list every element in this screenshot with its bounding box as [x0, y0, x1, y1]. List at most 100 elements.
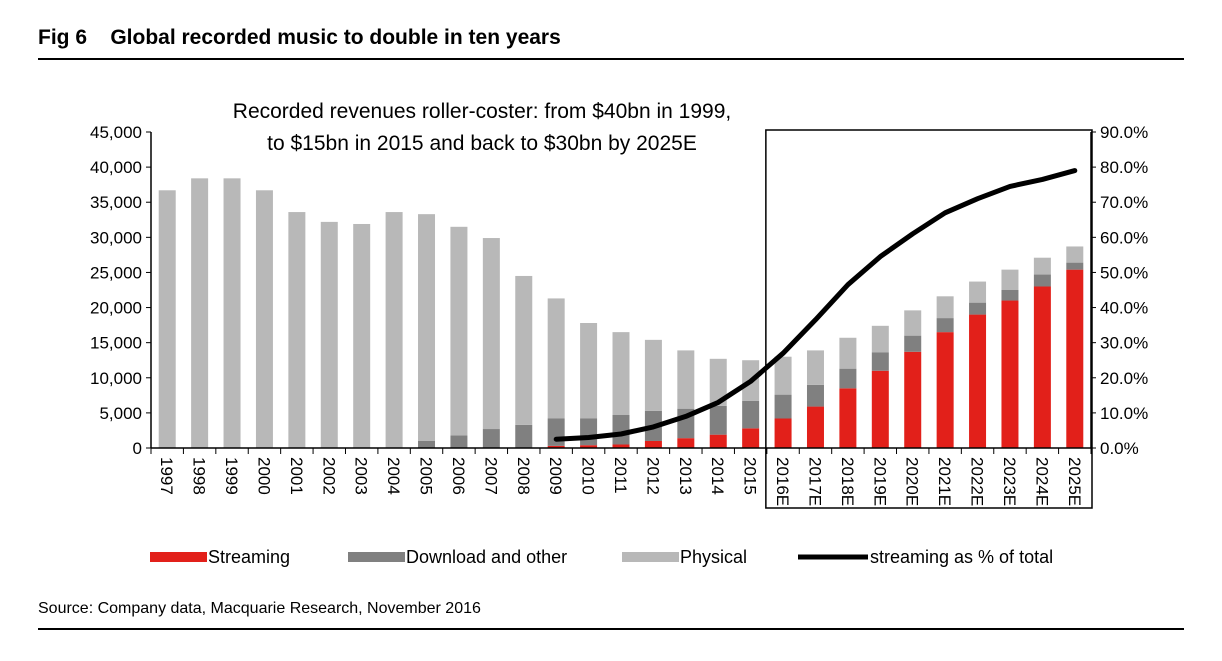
- bar-download-and-other-2023E: [1001, 290, 1019, 301]
- bar-download-and-other-2019E: [871, 352, 889, 371]
- x-tick-label-2025E: 2025E: [1065, 457, 1084, 506]
- x-tick-label-2008: 2008: [514, 457, 533, 495]
- bar-physical-2002: [320, 221, 338, 448]
- bar-physical-2010: [580, 323, 598, 419]
- y-tick-label: 30,000: [90, 228, 142, 247]
- bar-physical-2003: [353, 223, 371, 448]
- line-point-2015: [748, 379, 753, 384]
- line-point-2014: [716, 400, 721, 405]
- bar-download-and-other-2014: [709, 405, 727, 435]
- line-point-2018E: [845, 282, 850, 287]
- top-rule: [38, 58, 1184, 60]
- bar-physical-2004: [385, 212, 403, 448]
- bar-download-and-other-2009: [547, 418, 565, 446]
- legend-label-streaming-as-of-total: streaming as % of total: [870, 547, 1053, 567]
- x-tick-label-2011: 2011: [611, 457, 630, 494]
- annotation-line-1: Recorded revenues roller-coster: from $4…: [233, 100, 731, 123]
- x-tick-label-2016E: 2016E: [773, 457, 792, 506]
- bar-streaming-2020E: [904, 351, 922, 448]
- source-note: Source: Company data, Macquarie Research…: [38, 600, 481, 617]
- bar-download-and-other-2011: [612, 414, 630, 445]
- line-point-2024E: [1040, 177, 1045, 182]
- bar-streaming-2018E: [839, 388, 857, 448]
- bar-streaming-2013: [677, 438, 695, 448]
- y-tick-label: 20,000: [90, 299, 142, 318]
- forecast-highlight-box: [765, 129, 1093, 509]
- bar-physical-2012: [644, 339, 662, 411]
- annotation-line-2: to $15bn in 2015 and back to $30bn by 20…: [267, 132, 697, 155]
- bar-physical-2008: [515, 275, 533, 425]
- line-point-2017E: [813, 317, 818, 322]
- x-tick-label-2007: 2007: [481, 457, 500, 495]
- stacked-bar-chart: Recorded revenues roller-coster: from $4…: [90, 100, 1148, 567]
- y2-tick-label: 30.0%: [1100, 334, 1148, 353]
- bar-streaming-2011: [612, 444, 630, 448]
- x-tick-label-2021E: 2021E: [935, 457, 954, 506]
- x-tick-label-2023E: 2023E: [1000, 457, 1019, 506]
- x-tick-label-2002: 2002: [319, 457, 338, 495]
- y2-tick-label: 40.0%: [1100, 299, 1148, 318]
- bar-download-and-other-2025E: [1066, 262, 1084, 270]
- bar-streaming-2012: [644, 440, 662, 448]
- bar-physical-2013: [677, 350, 695, 409]
- x-tick-label-2006: 2006: [449, 457, 468, 495]
- x-tick-label-2012: 2012: [643, 457, 662, 495]
- line-point-2012: [651, 424, 656, 429]
- bar-streaming-2022E: [969, 314, 987, 448]
- x-tick-label-2000: 2000: [254, 457, 273, 495]
- bar-streaming-2015: [742, 428, 760, 448]
- bar-physical-2023E: [1001, 269, 1019, 290]
- bar-physical-2000: [255, 190, 273, 449]
- x-tick-label-2022E: 2022E: [968, 457, 987, 506]
- bar-physical-2020E: [904, 310, 922, 336]
- x-tick-label-2017E: 2017E: [805, 457, 824, 506]
- y-tick-label: 40,000: [90, 158, 142, 177]
- y2-tick-label: 10.0%: [1100, 404, 1148, 423]
- line-point-2023E: [1007, 184, 1012, 189]
- x-tick-label-2014: 2014: [708, 457, 727, 495]
- bar-streaming-2019E: [871, 370, 889, 448]
- x-tick-label-1999: 1999: [222, 457, 241, 495]
- bar-download-and-other-2022E: [969, 302, 987, 315]
- y2-tick-label: 80.0%: [1100, 158, 1148, 177]
- bar-streaming-2010: [580, 445, 598, 448]
- bar-physical-2019E: [871, 325, 889, 353]
- bar-streaming-2025E: [1066, 269, 1084, 448]
- y2-tick-label: 0.0%: [1100, 439, 1139, 458]
- x-tick-label-2024E: 2024E: [1032, 457, 1051, 506]
- bar-download-and-other-2021E: [936, 318, 954, 333]
- line-point-2009: [554, 437, 559, 442]
- bar-physical-2021E: [936, 296, 954, 319]
- line-point-2019E: [878, 254, 883, 259]
- bar-physical-2005: [418, 214, 436, 441]
- x-tick-label-2018E: 2018E: [838, 457, 857, 506]
- bar-physical-2009: [547, 298, 565, 419]
- bar-streaming-2009: [547, 445, 565, 448]
- line-point-2021E: [943, 210, 948, 215]
- x-tick-label-2003: 2003: [352, 457, 371, 495]
- bar-physical-2007: [482, 238, 500, 430]
- legend-swatch-physical: [622, 552, 679, 562]
- y2-tick-label: 20.0%: [1100, 369, 1148, 388]
- bar-download-and-other-2008: [515, 424, 533, 448]
- bar-streaming-2017E: [806, 406, 824, 448]
- bar-physical-1999: [223, 178, 241, 448]
- y-tick-label: 35,000: [90, 193, 142, 212]
- bar-streaming-2021E: [936, 332, 954, 448]
- y-tick-label: 25,000: [90, 263, 142, 282]
- x-tick-label-2020E: 2020E: [903, 457, 922, 506]
- y2-tick-label: 90.0%: [1100, 123, 1148, 142]
- line-point-2010: [586, 435, 591, 440]
- bar-streaming-2023E: [1001, 300, 1019, 448]
- bar-physical-2018E: [839, 337, 857, 369]
- y-tick-label: 15,000: [90, 334, 142, 353]
- bar-physical-1997: [158, 190, 176, 449]
- bar-physical-2025E: [1066, 246, 1084, 263]
- legend-swatch-download-and-other: [348, 552, 405, 562]
- bar-physical-2024E: [1033, 257, 1051, 275]
- bar-download-and-other-2005: [418, 440, 436, 448]
- bar-download-and-other-2016E: [774, 394, 792, 419]
- bar-physical-2016E: [774, 356, 792, 395]
- bar-download-and-other-2017E: [806, 384, 824, 407]
- x-tick-label-2015: 2015: [741, 457, 760, 495]
